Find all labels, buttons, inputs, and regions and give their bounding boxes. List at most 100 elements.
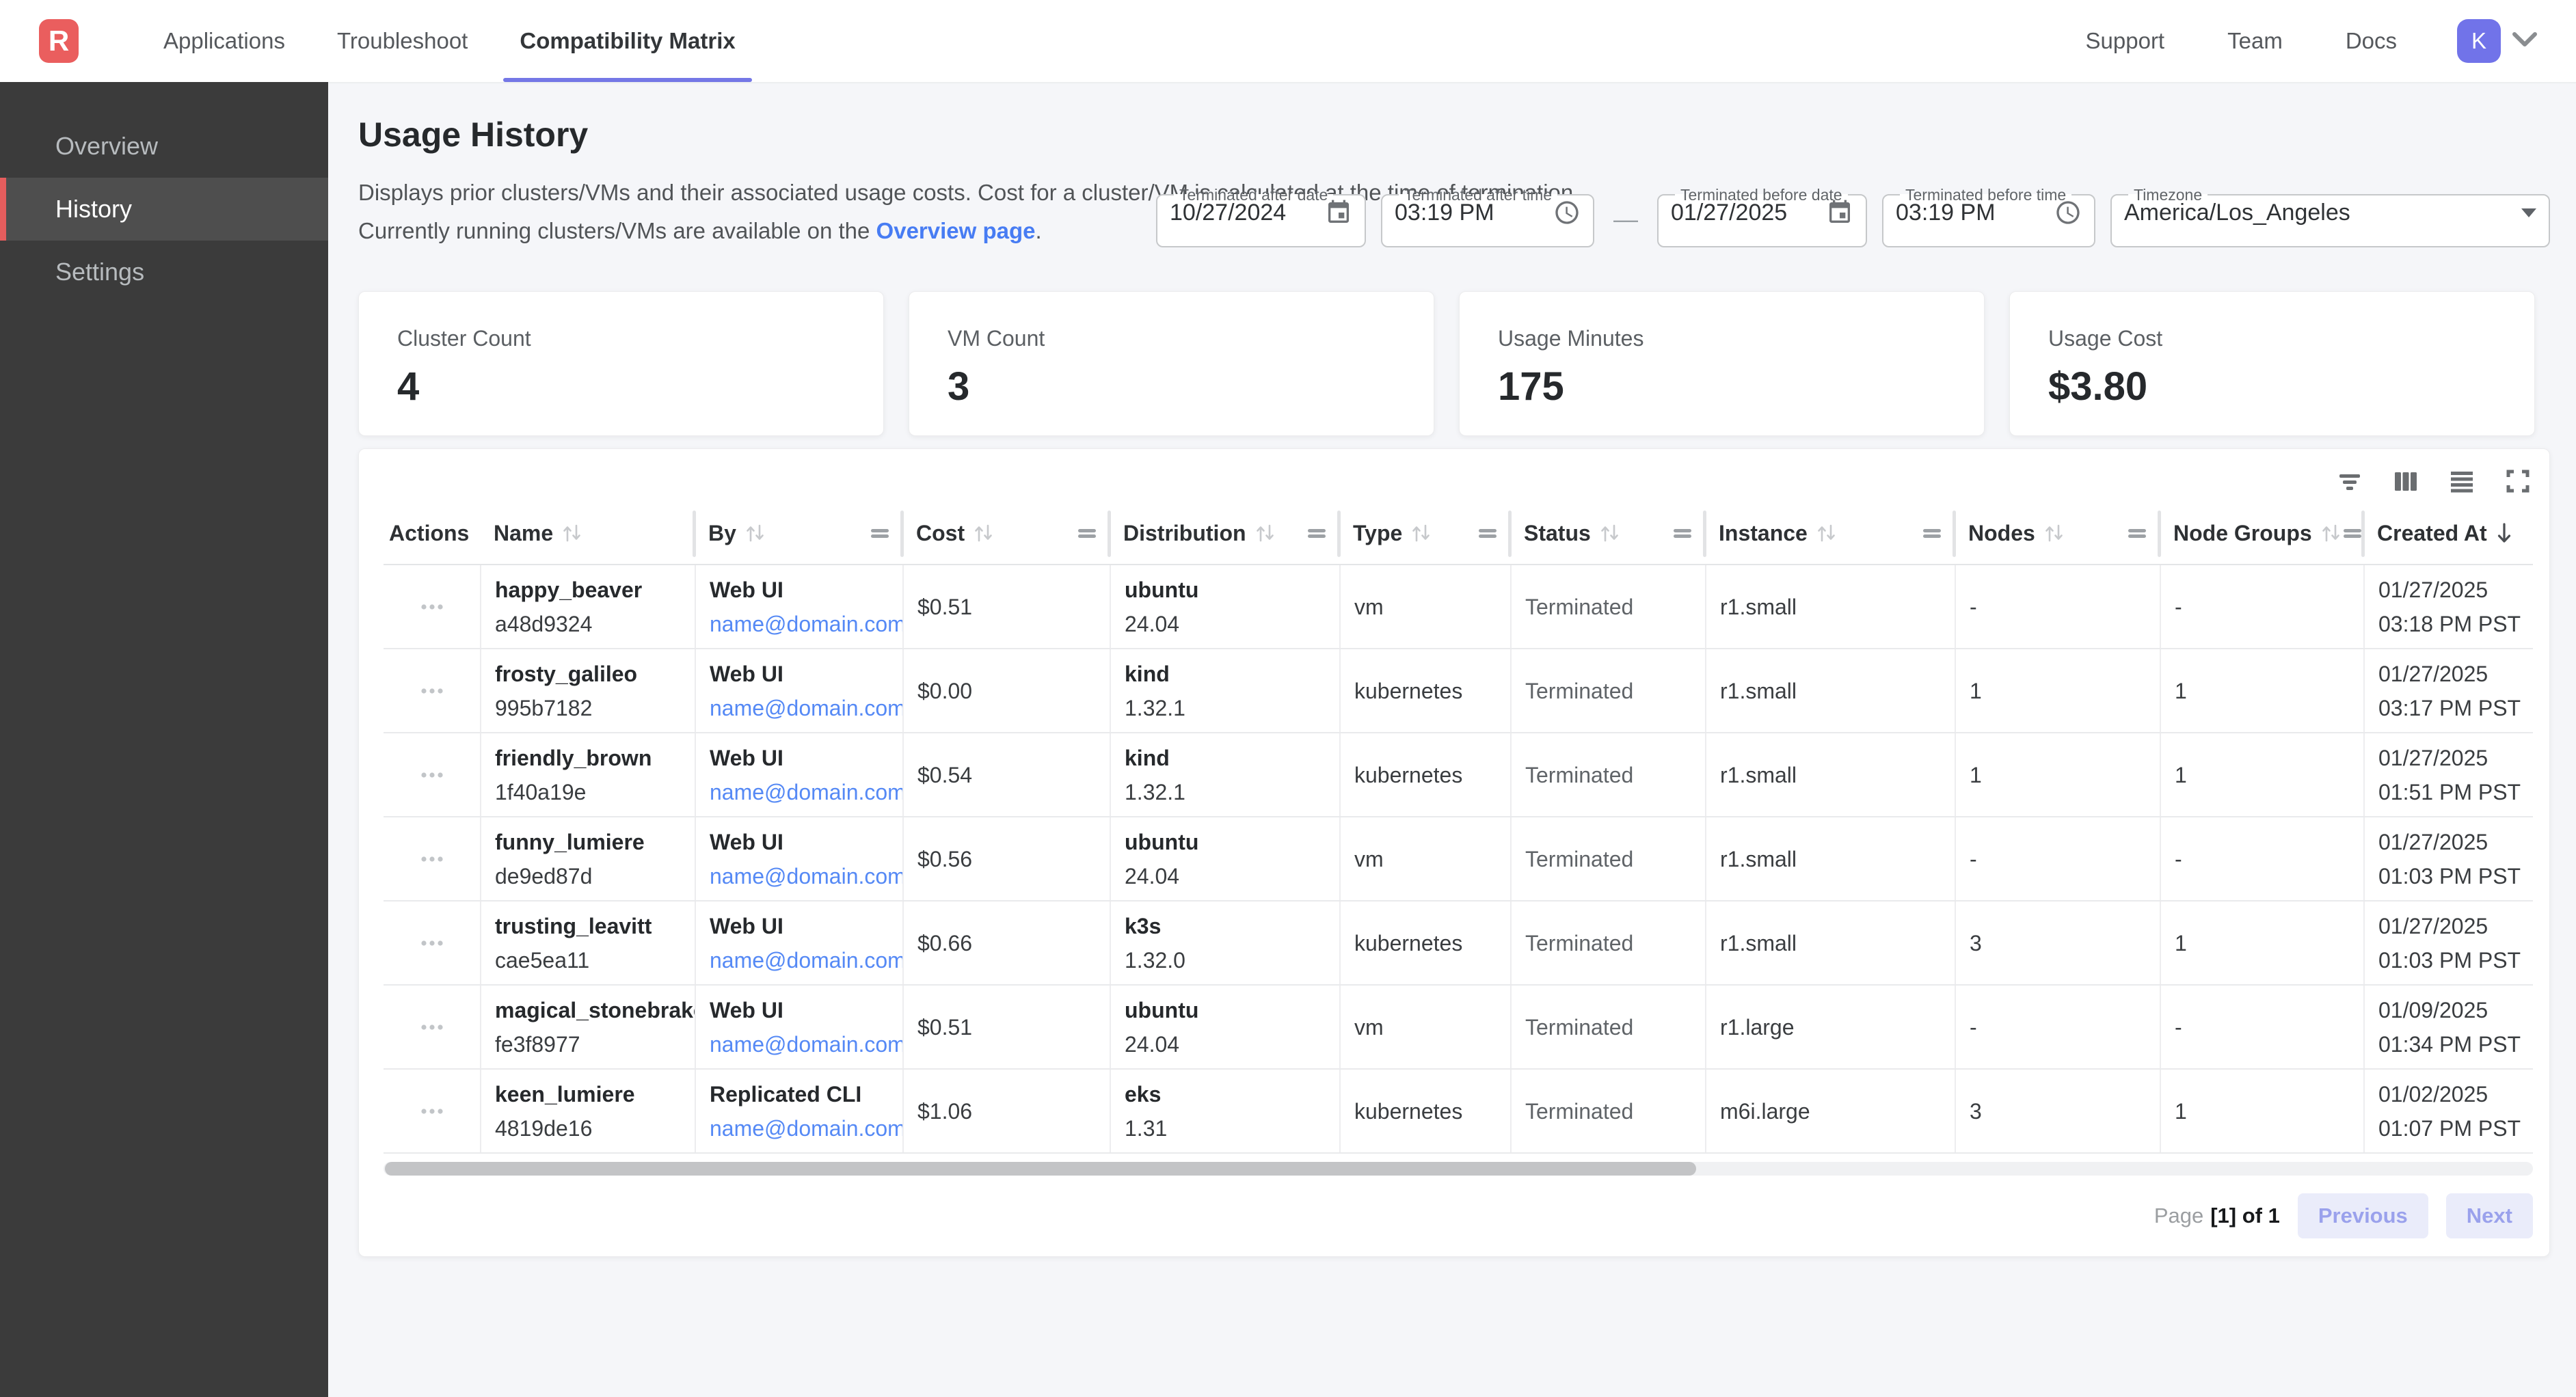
calendar-icon[interactable]: [1325, 199, 1352, 226]
sort-icon[interactable]: [744, 521, 766, 545]
table-row[interactable]: trusting_leavittcae5ea11 Web UIname@doma…: [384, 901, 2533, 986]
cell-node-groups: -: [2161, 986, 2365, 1068]
filter-icon[interactable]: [2335, 466, 2365, 496]
column-menu-icon[interactable]: [1922, 525, 1942, 541]
sort-icon[interactable]: [1599, 521, 1621, 545]
column-header-nodes[interactable]: Nodes: [1956, 502, 2161, 564]
column-header-status[interactable]: Status: [1512, 502, 1706, 564]
terminated-after-date-input[interactable]: Terminated after date 10/27/2024: [1156, 191, 1366, 247]
sidebar-item-settings[interactable]: Settings: [0, 241, 328, 303]
row-actions-icon[interactable]: [384, 901, 481, 984]
timezone-value[interactable]: America/Los_Angeles: [2124, 200, 2350, 226]
calendar-icon[interactable]: [1826, 199, 1853, 226]
support-link[interactable]: Support: [2086, 28, 2165, 54]
nav-tab-compatibility-matrix[interactable]: Compatibility Matrix: [494, 0, 761, 82]
row-actions-icon[interactable]: [384, 733, 481, 816]
timezone-select[interactable]: Timezone America/Los_Angeles: [2110, 191, 2550, 247]
density-icon[interactable]: [2447, 466, 2477, 496]
cell-status: Terminated: [1512, 649, 1706, 732]
avatar[interactable]: K: [2457, 19, 2501, 63]
row-actions-icon[interactable]: [384, 817, 481, 900]
email-link[interactable]: name@domain.com: [710, 691, 902, 725]
sort-icon[interactable]: [973, 521, 995, 545]
cell-status: Terminated: [1512, 901, 1706, 984]
nav-tab-troubleshoot[interactable]: Troubleshoot: [311, 0, 494, 82]
column-header-type[interactable]: Type: [1341, 502, 1512, 564]
column-menu-icon[interactable]: [2342, 525, 2363, 541]
terminated-before-time-value[interactable]: 03:19 PM: [1896, 200, 1996, 226]
sidebar-item-history[interactable]: History: [0, 178, 328, 241]
terminated-after-date-value[interactable]: 10/27/2024: [1170, 200, 1286, 226]
row-actions-icon[interactable]: [384, 1070, 481, 1152]
column-header-node-groups[interactable]: Node Groups: [2161, 502, 2365, 564]
table-row[interactable]: frosty_galileo995b7182 Web UIname@domain…: [384, 649, 2533, 733]
terminated-before-date-input[interactable]: Terminated before date 01/27/2025: [1657, 191, 1867, 247]
row-actions-icon[interactable]: [384, 649, 481, 732]
previous-page-button[interactable]: Previous: [2298, 1193, 2428, 1238]
clock-icon[interactable]: [2054, 199, 2082, 226]
stat-card-vm-count: VM Count 3: [909, 291, 1434, 436]
stat-card-cluster-count: Cluster Count 4: [358, 291, 884, 436]
email-link[interactable]: name@domain.com: [710, 1027, 902, 1061]
pagination: Page [1] of 1 Previous Next: [384, 1193, 2533, 1238]
scrollbar-thumb[interactable]: [385, 1162, 1696, 1176]
column-menu-icon[interactable]: [870, 525, 890, 541]
email-link[interactable]: name@domain.com: [710, 943, 902, 977]
table-row[interactable]: keen_lumiere4819de16 Replicated CLIname@…: [384, 1070, 2533, 1154]
column-menu-icon[interactable]: [1672, 525, 1693, 541]
sort-icon[interactable]: [2043, 521, 2065, 545]
horizontal-scrollbar[interactable]: [384, 1162, 2533, 1176]
column-header-cost[interactable]: Cost: [904, 502, 1111, 564]
table-row[interactable]: magical_stonebrakerfe3f8977 Web UIname@d…: [384, 986, 2533, 1070]
overview-page-link[interactable]: Overview page: [876, 218, 1036, 243]
team-link[interactable]: Team: [2227, 28, 2283, 54]
terminated-after-time-value[interactable]: 03:19 PM: [1395, 200, 1494, 226]
sort-icon[interactable]: [1255, 521, 1276, 545]
replicated-logo[interactable]: R: [39, 19, 79, 63]
column-menu-icon[interactable]: [1306, 525, 1327, 541]
sort-icon[interactable]: [1816, 521, 1838, 545]
clock-icon[interactable]: [1553, 199, 1581, 226]
terminated-before-date-value[interactable]: 01/27/2025: [1671, 200, 1787, 226]
row-actions-icon[interactable]: [384, 986, 481, 1068]
columns-icon[interactable]: [2391, 466, 2421, 496]
cell-instance: m6i.large: [1706, 1070, 1956, 1152]
table-row[interactable]: funny_lumierede9ed87d Web UIname@domain.…: [384, 817, 2533, 901]
email-link[interactable]: name@domain.com: [710, 859, 902, 893]
column-header-distribution[interactable]: Distribution: [1111, 502, 1341, 564]
email-link[interactable]: name@domain.com: [710, 775, 902, 809]
table-row[interactable]: friendly_brown1f40a19e Web UIname@domain…: [384, 733, 2533, 817]
column-header-by[interactable]: By: [696, 502, 904, 564]
cell-by: Web UIname@domain.com: [696, 733, 904, 816]
column-menu-icon[interactable]: [1477, 525, 1498, 541]
chevron-down-icon[interactable]: [2512, 31, 2538, 52]
email-link[interactable]: name@domain.com: [710, 1111, 902, 1145]
cell-instance: r1.small: [1706, 901, 1956, 984]
cell-distribution: ubuntu24.04: [1111, 565, 1341, 648]
cell-cost: $1.06: [904, 1070, 1111, 1152]
sort-desc-icon[interactable]: [2495, 521, 2513, 545]
column-menu-icon[interactable]: [1077, 525, 1097, 541]
terminated-after-time-input[interactable]: Terminated after time 03:19 PM: [1381, 191, 1594, 247]
sidebar-item-overview[interactable]: Overview: [0, 115, 328, 178]
column-header-instance[interactable]: Instance: [1706, 502, 1956, 564]
terminated-before-time-input[interactable]: Terminated before time 03:19 PM: [1882, 191, 2095, 247]
sort-icon[interactable]: [1410, 521, 1432, 545]
table-row[interactable]: happy_beavera48d9324 Web UIname@domain.c…: [384, 565, 2533, 649]
cell-created-at: 01/27/202501:03 PM PST: [2365, 817, 2533, 900]
cell-distribution: kind1.32.1: [1111, 649, 1341, 732]
row-actions-icon[interactable]: [384, 565, 481, 648]
active-tab-underline: [503, 78, 751, 82]
column-header-name[interactable]: Name: [481, 502, 696, 564]
email-link[interactable]: name@domain.com: [710, 607, 902, 641]
next-page-button[interactable]: Next: [2446, 1193, 2533, 1238]
column-menu-icon[interactable]: [2127, 525, 2147, 541]
dropdown-caret-icon[interactable]: [2521, 208, 2536, 217]
docs-link[interactable]: Docs: [2346, 28, 2397, 54]
fullscreen-icon[interactable]: [2503, 466, 2533, 496]
cell-name: trusting_leavittcae5ea11: [481, 901, 696, 984]
sort-icon[interactable]: [561, 521, 583, 545]
nav-tab-applications[interactable]: Applications: [137, 0, 311, 82]
column-header-created-at[interactable]: Created At: [2365, 502, 2533, 564]
sort-icon[interactable]: [2320, 521, 2342, 545]
